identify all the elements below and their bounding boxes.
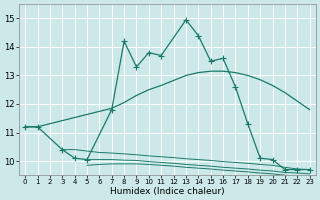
X-axis label: Humidex (Indice chaleur): Humidex (Indice chaleur) [110, 187, 225, 196]
